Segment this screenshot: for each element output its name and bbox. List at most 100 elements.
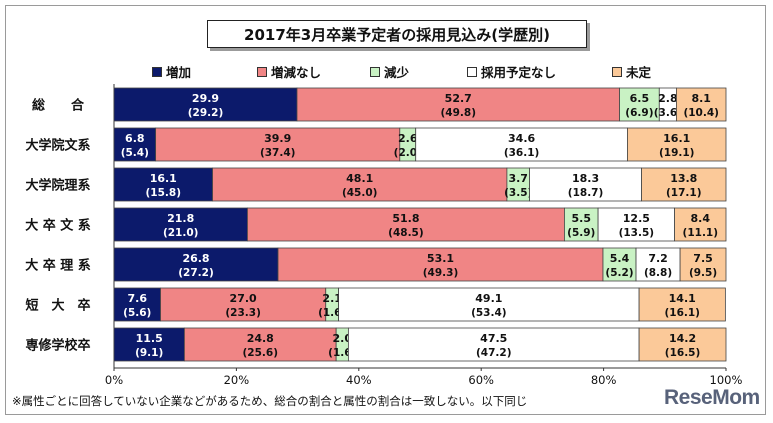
bar-segment-5-4 [638, 287, 726, 322]
prev-label-4-4: (9.5) [689, 267, 717, 279]
data-label-6-3: 47.5 [480, 332, 507, 345]
footnote: ※属性ごとに回答していない企業などがあるため、総合の割合と属性の割合は一致しない… [12, 394, 528, 408]
category-label-0: 総 合 [32, 98, 85, 114]
data-label-3-4: 8.4 [691, 212, 711, 225]
bar-segment-5-3 [338, 287, 640, 322]
prev-label-2-3: (18.7) [568, 187, 604, 199]
data-label-4-1: 53.1 [427, 252, 454, 265]
bar-segment-0-1 [296, 87, 620, 122]
data-label-0-1: 52.7 [445, 92, 472, 105]
prev-label-6-3: (47.2) [476, 347, 512, 359]
legend-label-0: 増加 [166, 65, 192, 80]
prev-label-3-4: (11.1) [683, 227, 719, 239]
bar-segment-5-1 [160, 287, 327, 322]
legend-swatch-2 [370, 66, 380, 77]
x-tick-label-1: 20% [224, 373, 250, 387]
prev-label-2-2: (3.5) [504, 187, 532, 199]
legend-swatch-4 [612, 66, 622, 77]
category-label-2: 大学院理系 [25, 178, 90, 194]
prev-label-0-4: (10.4) [683, 107, 719, 119]
data-label-2-0: 16.1 [150, 172, 177, 185]
data-label-1-2: 2.6 [398, 132, 418, 145]
data-label-6-2: 2.0 [333, 332, 353, 345]
x-tick-label-5: 100% [710, 373, 743, 387]
data-label-4-3: 7.2 [648, 252, 668, 265]
data-label-6-0: 11.5 [136, 332, 163, 345]
data-label-2-3: 18.3 [572, 172, 599, 185]
data-label-3-0: 21.8 [167, 212, 194, 225]
prev-label-2-4: (17.1) [666, 187, 702, 199]
x-tick-label-2: 40% [346, 373, 372, 387]
prev-label-2-0: (15.8) [146, 187, 182, 199]
legend-swatch-0 [152, 66, 162, 77]
data-label-5-4: 14.1 [669, 292, 696, 305]
prev-label-6-1: (25.6) [243, 347, 279, 359]
data-label-0-0: 29.9 [192, 92, 219, 105]
bar-segment-0-2 [619, 87, 660, 122]
prev-label-1-1: (37.4) [260, 147, 296, 159]
legend-item-4: 未定 [612, 62, 651, 81]
prev-label-3-2: (5.9) [567, 227, 595, 239]
bar-segment-1-0 [113, 127, 157, 162]
data-label-2-1: 48.1 [346, 172, 373, 185]
bar-segment-6-4 [638, 327, 727, 362]
data-label-6-4: 14.2 [669, 332, 696, 345]
prev-label-0-1: (49.8) [440, 107, 476, 119]
x-tick-label-3: 60% [468, 373, 494, 387]
prev-label-2-1: (45.0) [342, 187, 378, 199]
prev-label-1-0: (5.4) [121, 147, 149, 159]
bar-segment-2-1 [212, 167, 508, 202]
data-label-3-2: 5.5 [572, 212, 592, 225]
prev-label-0-0: (29.2) [188, 107, 224, 119]
bar-segment-3-2 [564, 207, 599, 242]
bar-segment-0-0 [113, 87, 298, 122]
legend-label-3: 採用予定なし [481, 65, 557, 80]
bar-segment-3-3 [597, 207, 675, 242]
data-label-2-2: 3.7 [508, 172, 528, 185]
prev-label-5-4: (16.1) [664, 307, 700, 319]
prev-label-4-3: (8.8) [644, 267, 672, 279]
bar-segment-6-3 [347, 327, 640, 362]
bar-segment-4-4 [679, 247, 727, 282]
brand-logo-text: ReseMom [664, 386, 760, 409]
prev-label-6-0: (9.1) [135, 347, 163, 359]
data-label-1-1: 39.9 [264, 132, 291, 145]
chart-title: 2017年3月卒業予定者の採用見込み(学歴別) [207, 20, 587, 48]
data-label-2-4: 13.8 [670, 172, 697, 185]
chart-title-text: 2017年3月卒業予定者の採用見込み(学歴別) [244, 25, 550, 44]
prev-label-6-4: (16.5) [665, 347, 701, 359]
category-label-5: 短 大 卒 [25, 298, 90, 314]
legend-item-0: 増加 [152, 62, 191, 81]
category-label-3: 大 卒 文 系 [25, 218, 91, 234]
bar-segment-4-0 [113, 247, 279, 282]
category-label-1: 大学院文系 [25, 138, 90, 154]
prev-label-1-3: (36.1) [504, 147, 540, 159]
prev-label-0-3: (3.6) [654, 107, 682, 119]
bar-segment-0-4 [676, 87, 727, 122]
bar-segment-6-0 [113, 327, 185, 362]
data-label-0-2: 6.5 [630, 92, 650, 105]
bar-segment-4-2 [602, 247, 637, 282]
data-label-4-4: 7.5 [693, 252, 713, 265]
prev-label-3-1: (48.5) [388, 227, 424, 239]
data-label-5-3: 49.1 [475, 292, 502, 305]
data-label-4-0: 26.8 [182, 252, 209, 265]
data-label-3-1: 51.8 [392, 212, 419, 225]
data-label-1-3: 34.6 [508, 132, 535, 145]
prev-label-5-3: (53.4) [471, 307, 507, 319]
data-label-1-0: 6.8 [125, 132, 145, 145]
legend-label-1: 増減なし [271, 65, 322, 80]
data-label-3-3: 12.5 [623, 212, 650, 225]
prev-label-1-2: (2.0) [394, 147, 422, 159]
data-label-4-2: 5.4 [610, 252, 630, 265]
legend-item-3: 採用予定なし [467, 62, 556, 81]
legend-label-4: 未定 [626, 65, 652, 80]
legend-item-2: 減少 [370, 62, 409, 81]
legend-swatch-3 [467, 66, 477, 77]
prev-label-4-0: (27.2) [178, 267, 214, 279]
legend-label-2: 減少 [384, 65, 410, 80]
bar-segment-3-4 [674, 207, 727, 242]
category-label-4: 大 卒 理 系 [25, 258, 91, 274]
prev-label-5-0: (5.6) [123, 307, 151, 319]
